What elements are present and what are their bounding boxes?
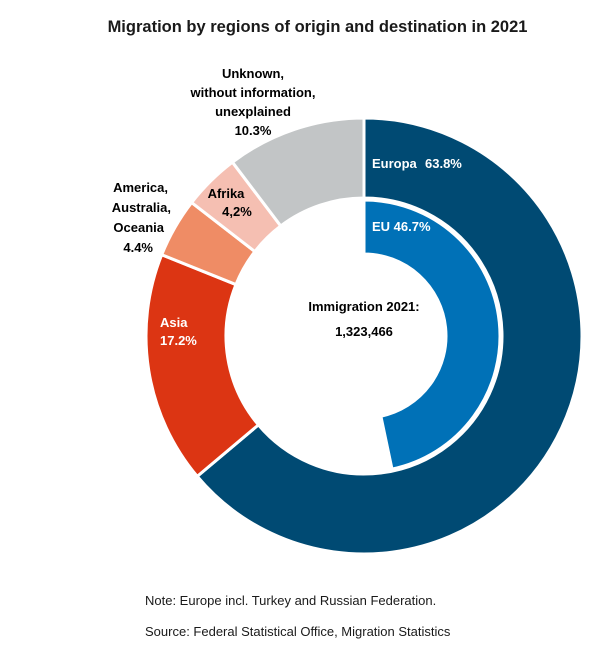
label-asia-pct: 17.2% [160,333,197,348]
label-europa: Europa [372,156,418,171]
label-unknown-1: Unknown, [222,66,284,81]
label-unknown-3: unexplained [215,104,291,119]
center-label: Immigration 2021: [308,299,419,314]
label-unknown-pct: 10.3% [235,123,272,138]
label-afrika: Afrika [208,186,246,201]
label-eu: EU 46.7% [372,219,431,234]
label-america-2: Australia, [112,200,171,215]
inner-ring [362,198,502,471]
chart-title: Migration by regions of origin and desti… [107,18,528,36]
label-america-1: America, [113,180,168,195]
label-america-pct: 4.4% [123,240,153,255]
note-text: Note: Europe incl. Turkey and Russian Fe… [145,593,437,608]
source-text: Source: Federal Statistical Office, Migr… [145,624,451,639]
slice-europa [195,116,584,556]
label-afrika-pct: 4,2% [222,204,252,219]
label-unknown-2: without information, [190,85,316,100]
label-asia: Asia [160,315,188,330]
label-europa-pct: 63.8% [425,156,462,171]
center-value: 1,323,466 [335,324,393,339]
slice-unknown-without-information-unexplained [230,116,366,228]
slice-inner-eu [362,198,502,471]
label-america-3: Oceania [113,220,164,235]
outer-ring [144,116,584,556]
